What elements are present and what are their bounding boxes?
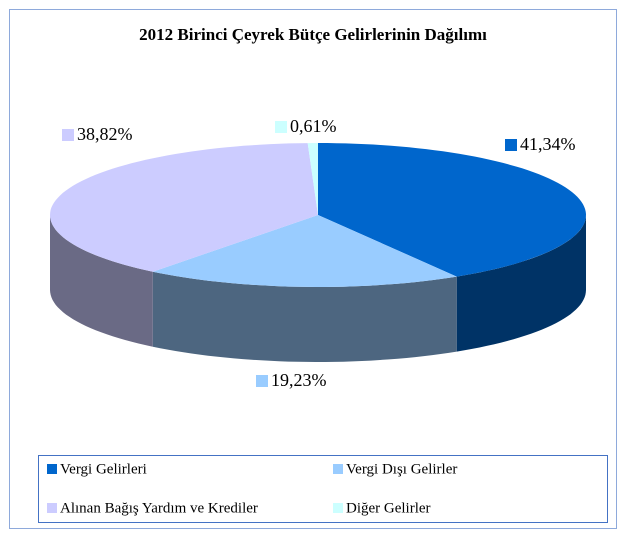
legend-label: Diğer Gelirler xyxy=(346,500,431,516)
label-swatch xyxy=(62,129,74,141)
legend-swatch xyxy=(47,503,57,513)
value-label: 38,82% xyxy=(77,124,133,144)
label-swatch xyxy=(256,375,268,387)
label-swatch xyxy=(275,121,287,133)
legend-label: Vergi Gelirleri xyxy=(60,461,147,477)
legend-swatch xyxy=(47,464,57,474)
slice-side xyxy=(456,215,586,352)
slice xyxy=(50,143,318,272)
legend-label: Alınan Bağış Yardım ve Krediler xyxy=(60,500,258,516)
slice xyxy=(152,215,457,287)
value-label: 41,34% xyxy=(520,134,576,154)
value-label: 19,23% xyxy=(271,370,327,390)
legend-swatch xyxy=(333,464,343,474)
slice xyxy=(318,143,586,277)
slice-side xyxy=(152,271,457,362)
slice xyxy=(307,143,318,215)
chart-title: 2012 Birinci Çeyrek Bütçe Gelirlerinin D… xyxy=(139,25,487,44)
legend-box xyxy=(38,455,608,523)
value-label: 0,61% xyxy=(290,116,337,136)
legend-label: Vergi Dışı Gelirler xyxy=(346,461,457,477)
legend-swatch xyxy=(333,503,343,513)
slice-side xyxy=(50,215,153,347)
label-swatch xyxy=(505,139,517,151)
